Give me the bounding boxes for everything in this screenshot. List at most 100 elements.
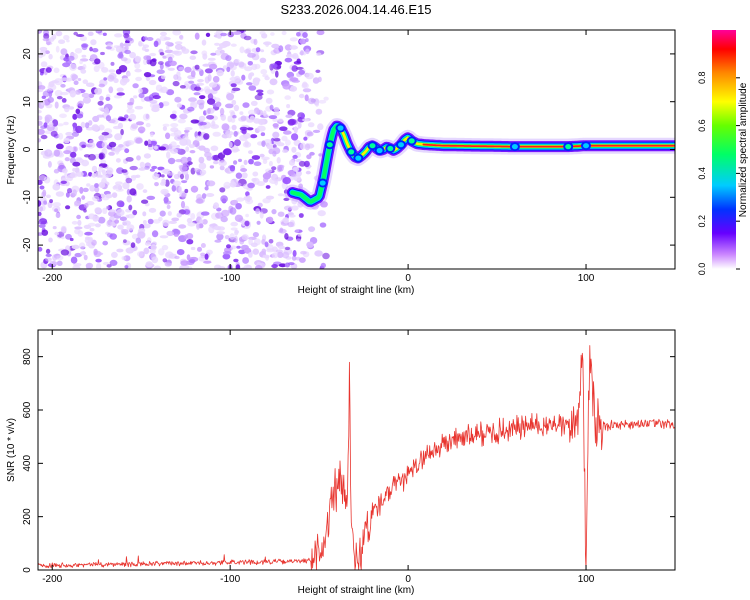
noise-speckle — [160, 31, 167, 36]
noise-speckle — [60, 48, 68, 56]
noise-speckle — [242, 257, 250, 264]
noise-speckle — [176, 249, 185, 256]
noise-speckle — [186, 254, 191, 261]
noise-speckle — [49, 199, 53, 204]
noise-speckle — [135, 76, 143, 82]
noise-speckle — [38, 88, 44, 93]
noise-speckle — [102, 261, 110, 266]
noise-speckle — [287, 170, 295, 176]
noise-speckle — [142, 220, 147, 225]
noise-speckle — [289, 37, 298, 42]
noise-speckle — [277, 118, 284, 123]
colorbar-tick-label: 0.4 — [697, 167, 707, 180]
noise-speckle — [302, 32, 308, 38]
noise-speckle — [264, 241, 269, 248]
noise-speckle — [136, 121, 144, 126]
noise-speckle — [252, 171, 259, 177]
noise-speckle — [234, 235, 238, 244]
noise-speckle — [190, 101, 195, 106]
noise-speckle — [272, 144, 277, 149]
noise-speckle — [247, 61, 253, 66]
noise-speckle — [69, 90, 77, 98]
noise-speckle — [163, 37, 171, 41]
noise-speckle — [312, 77, 320, 84]
noise-speckle — [229, 233, 235, 240]
noise-speckle — [160, 174, 165, 178]
noise-speckle — [303, 136, 308, 141]
noise-speckle — [43, 33, 50, 40]
noise-speckle — [105, 193, 113, 199]
noise-speckle — [138, 88, 143, 94]
noise-speckle — [302, 118, 310, 122]
noise-speckle — [114, 33, 123, 38]
noise-speckle — [62, 168, 68, 174]
noise-speckle — [271, 209, 277, 215]
noise-speckle — [162, 55, 167, 59]
noise-speckle — [42, 90, 50, 98]
noise-speckle — [108, 86, 114, 94]
noise-speckle — [165, 45, 170, 50]
noise-speckle — [117, 117, 127, 122]
noise-speckle — [44, 116, 50, 124]
noise-speckle — [247, 182, 255, 189]
noise-speckle — [204, 253, 209, 260]
noise-speckle — [296, 32, 301, 37]
noise-speckle — [282, 177, 291, 185]
noise-speckle — [144, 140, 149, 146]
noise-speckle — [298, 213, 304, 218]
noise-speckle — [266, 144, 275, 150]
noise-speckle — [283, 130, 292, 135]
noise-speckle — [309, 151, 315, 156]
noise-speckle — [56, 143, 64, 150]
noise-speckle — [152, 219, 161, 224]
noise-speckle — [64, 157, 70, 162]
noise-speckle — [161, 168, 169, 174]
noise-speckle — [251, 155, 261, 160]
noise-speckle — [207, 108, 211, 114]
noise-speckle — [108, 209, 116, 213]
noise-speckle — [79, 60, 83, 65]
noise-speckle — [143, 55, 152, 61]
noise-speckle — [89, 227, 95, 232]
noise-speckle — [253, 118, 261, 124]
noise-speckle — [199, 169, 207, 175]
noise-speckle — [256, 181, 265, 187]
y-tick-label: 600 — [22, 401, 33, 418]
noise-speckle — [229, 165, 236, 172]
noise-speckle — [162, 258, 168, 263]
noise-speckle — [81, 54, 87, 58]
noise-speckle — [91, 124, 100, 132]
noise-speckle — [152, 95, 161, 100]
noise-speckle — [125, 177, 133, 184]
noise-speckle — [108, 69, 116, 73]
noise-speckle — [125, 140, 135, 146]
y-tick-label: -20 — [22, 237, 33, 252]
noise-speckle — [210, 52, 217, 56]
noise-speckle — [205, 193, 215, 197]
noise-speckle — [69, 157, 76, 164]
signal-blob-core — [348, 149, 355, 155]
noise-speckle — [58, 132, 64, 140]
noise-speckle — [165, 251, 174, 259]
noise-speckle — [64, 106, 70, 113]
noise-speckle — [296, 58, 301, 64]
noise-speckle — [240, 115, 247, 121]
noise-speckle — [119, 78, 128, 86]
figure-title: S233.2026.004.14.46.E15 — [280, 2, 431, 17]
noise-speckle — [83, 203, 89, 208]
noise-speckle — [70, 151, 77, 158]
noise-speckle — [244, 140, 249, 147]
noise-speckle — [274, 178, 279, 186]
noise-speckle — [252, 248, 259, 255]
noise-speckle — [174, 41, 183, 45]
noise-speckle — [160, 75, 166, 80]
noise-speckle — [272, 118, 279, 122]
noise-speckle — [88, 172, 93, 177]
noise-speckle — [58, 39, 66, 44]
noise-speckle — [125, 157, 134, 162]
x-tick-label: 100 — [578, 574, 595, 585]
noise-speckle — [248, 158, 254, 165]
noise-speckle — [123, 32, 130, 39]
noise-speckle — [319, 222, 327, 228]
noise-speckle — [180, 156, 189, 165]
